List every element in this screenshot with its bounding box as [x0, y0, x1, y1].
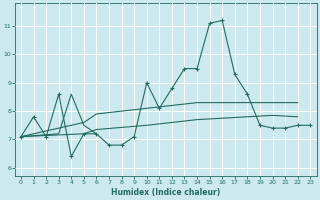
X-axis label: Humidex (Indice chaleur): Humidex (Indice chaleur)	[111, 188, 220, 197]
